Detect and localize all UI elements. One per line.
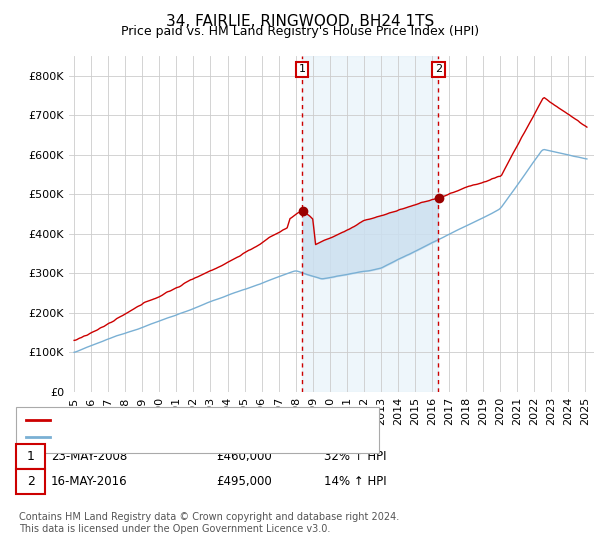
Text: 34, FAIRLIE, RINGWOOD, BH24 1TS (detached house): 34, FAIRLIE, RINGWOOD, BH24 1TS (detache… <box>56 413 370 427</box>
Text: £460,000: £460,000 <box>216 450 272 463</box>
Text: 1: 1 <box>26 450 35 463</box>
Text: Contains HM Land Registry data © Crown copyright and database right 2024.
This d: Contains HM Land Registry data © Crown c… <box>19 512 400 534</box>
Text: 32% ↑ HPI: 32% ↑ HPI <box>324 450 386 463</box>
Bar <box>302 56 439 392</box>
Text: 14% ↑ HPI: 14% ↑ HPI <box>324 475 386 488</box>
Text: 16-MAY-2016: 16-MAY-2016 <box>51 475 128 488</box>
Text: Price paid vs. HM Land Registry's House Price Index (HPI): Price paid vs. HM Land Registry's House … <box>121 25 479 38</box>
Text: 2: 2 <box>26 475 35 488</box>
Text: 34, FAIRLIE, RINGWOOD, BH24 1TS: 34, FAIRLIE, RINGWOOD, BH24 1TS <box>166 14 434 29</box>
Text: 23-MAY-2008: 23-MAY-2008 <box>51 450 127 463</box>
Text: 1: 1 <box>299 64 305 74</box>
Text: 2: 2 <box>435 64 442 74</box>
Text: £495,000: £495,000 <box>216 475 272 488</box>
Text: HPI: Average price, detached house, New Forest: HPI: Average price, detached house, New … <box>56 430 340 444</box>
